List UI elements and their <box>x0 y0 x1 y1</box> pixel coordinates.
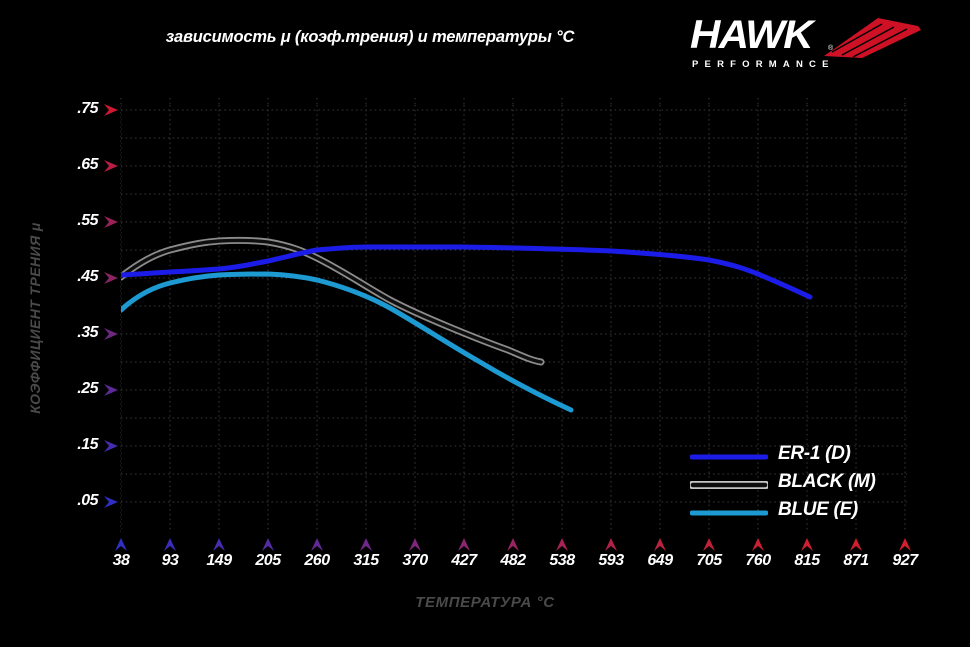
y-tick-label: .25 <box>77 380 98 397</box>
series-er1-d-line <box>121 244 813 300</box>
y-tick-label: .45 <box>77 268 98 285</box>
x-tick-label: 427 <box>451 552 477 569</box>
y-tick-label: .15 <box>77 436 98 453</box>
registered-trademark-icon: ® <box>828 45 834 52</box>
x-tick-label: 149 <box>206 552 232 569</box>
x-tick-label: 93 <box>161 552 179 569</box>
legend-swatch-blue-icon <box>690 510 768 516</box>
legend-label-er1: ER-1 (D) <box>778 443 851 464</box>
y-axis-title: КОЭФФИЦИЕНТ ТРЕНИЯ μ <box>27 222 43 414</box>
x-tick-label: 38 <box>112 552 130 569</box>
x-tick-label: 593 <box>598 552 624 569</box>
y-tick-label: .05 <box>77 492 98 509</box>
x-tick-label: 482 <box>500 552 526 569</box>
hawk-swoosh-icon <box>824 18 921 58</box>
y-tick-label: .65 <box>77 156 98 173</box>
y-tick-label: .55 <box>77 212 98 229</box>
chart-legend: ER-1 (D) BLACK (M) BLUE (E) <box>690 443 910 527</box>
series-black-m-line <box>121 238 543 364</box>
logo-wordmark: HAWK <box>690 13 814 57</box>
legend-label-blue: BLUE (E) <box>778 499 858 520</box>
x-axis-title: ТЕМПЕРАТУРА °C <box>415 594 555 611</box>
x-tick-label: 760 <box>745 552 771 569</box>
legend-swatch-er1-icon <box>690 454 768 460</box>
logo-tagline: PERFORMANCE <box>692 59 835 70</box>
legend-item-blue[interactable]: BLUE (E) <box>690 499 910 527</box>
page-title: зависимость μ (коэф.трения) и температур… <box>165 28 575 46</box>
legend-label-black: BLACK (M) <box>778 471 876 492</box>
y-tick-label: .75 <box>77 100 98 117</box>
x-tick-label: 315 <box>353 552 379 569</box>
x-tick-label: 370 <box>402 552 428 569</box>
legend-item-er1[interactable]: ER-1 (D) <box>690 443 910 471</box>
legend-swatch-black-icon <box>690 481 768 489</box>
series-blue-e-line <box>121 271 574 413</box>
x-tick-label: 538 <box>549 552 575 569</box>
x-tick-label: 927 <box>892 552 918 569</box>
x-tick-label: 649 <box>647 552 673 569</box>
series-group <box>121 105 911 535</box>
x-tick-markers <box>115 538 911 551</box>
y-tick-label: .35 <box>77 324 98 341</box>
x-tick-label: 871 <box>843 552 869 569</box>
x-tick-label: 205 <box>255 552 281 569</box>
hawk-performance-logo: HAWK PERFORMANCE ® <box>682 14 922 76</box>
legend-item-black[interactable]: BLACK (M) <box>690 471 910 499</box>
y-tick-markers <box>104 104 118 508</box>
x-tick-label: 260 <box>304 552 330 569</box>
x-tick-label: 705 <box>696 552 722 569</box>
x-tick-label: 815 <box>794 552 820 569</box>
